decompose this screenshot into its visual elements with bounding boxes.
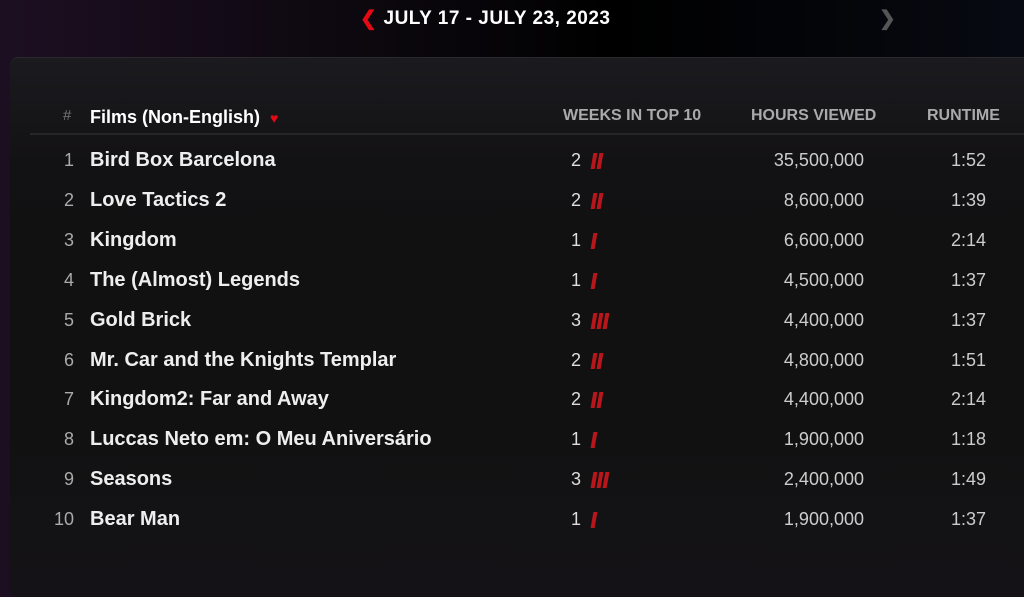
hours-viewed: 2,400,000 <box>783 469 864 490</box>
runtime: 2:14 <box>950 229 986 250</box>
weeks-count: 1 <box>571 509 582 530</box>
week-bar <box>590 432 598 449</box>
weeks-bars <box>590 472 610 489</box>
table-row[interactable]: 3 Kingdom 1 6,600,000 2:14 <box>0 221 1024 261</box>
weeks-count: 1 <box>571 429 582 450</box>
weeks-bars <box>590 312 610 329</box>
date-range: JULY 17 - JULY 23, 2023 <box>383 8 611 29</box>
film-title[interactable]: Love Tactics 2 <box>90 188 227 211</box>
runtime: 1:51 <box>950 349 986 370</box>
table-row[interactable]: 4 The (Almost) Legends 1 4,500,000 1:37 <box>0 261 1024 301</box>
weeks-count: 2 <box>571 349 582 370</box>
category-dropdown[interactable]: Films (Non-English) ♥ <box>90 107 278 128</box>
weeks-bars <box>590 432 598 449</box>
weeks-bars <box>590 392 604 409</box>
chevron-down-icon: ♥ <box>270 110 279 126</box>
hours-header: HOURS VIEWED <box>751 107 877 124</box>
hours-viewed: 8,600,000 <box>783 189 864 210</box>
rank: 3 <box>63 229 74 250</box>
rank: 7 <box>63 389 74 410</box>
runtime-header: RUNTIME <box>927 107 1000 124</box>
rank: 8 <box>63 429 74 450</box>
table-row[interactable]: 8 Luccas Neto em: O Meu Aniversário 1 1,… <box>0 420 1024 460</box>
week-bar <box>596 192 604 209</box>
week-bar <box>590 272 598 289</box>
hours-viewed: 1,900,000 <box>783 429 864 450</box>
hours-viewed: 1,900,000 <box>783 509 864 530</box>
weeks-count: 3 <box>571 469 582 490</box>
week-bar <box>596 392 604 409</box>
rank: 1 <box>63 150 74 170</box>
film-title[interactable]: Kingdom2: Far and Away <box>90 388 329 411</box>
category-label: Films (Non-English) <box>90 107 260 127</box>
rank: 2 <box>63 189 74 210</box>
weeks-bars <box>590 272 598 289</box>
film-title[interactable]: Gold Brick <box>90 308 192 331</box>
weeks-bars <box>590 512 598 529</box>
weeks-bars <box>590 232 598 249</box>
weeks-count: 2 <box>571 189 582 210</box>
rank: 5 <box>63 309 74 330</box>
film-title[interactable]: Bear Man <box>90 508 181 531</box>
weeks-bars <box>590 153 604 169</box>
top10-panel <box>10 57 1024 597</box>
runtime: 1:39 <box>950 189 986 210</box>
runtime: 1:18 <box>950 429 986 450</box>
weeks-bars <box>590 352 604 369</box>
rank: 4 <box>63 269 74 290</box>
hours-viewed: 4,400,000 <box>783 309 864 330</box>
weeks-bars <box>590 192 604 209</box>
film-title[interactable]: Bird Box Barcelona <box>90 149 276 171</box>
table-row[interactable]: 9 Seasons 3 2,400,000 1:49 <box>0 460 1024 500</box>
film-title[interactable]: The (Almost) Legends <box>90 268 301 291</box>
rank: 9 <box>63 469 74 490</box>
table-row[interactable]: 10 Bear Man 1 1,900,000 1:37 <box>0 500 1024 540</box>
film-title[interactable]: Kingdom <box>90 228 177 251</box>
rank: 10 <box>53 509 74 530</box>
hours-viewed: 4,500,000 <box>783 269 864 290</box>
table-row[interactable]: 2 Love Tactics 2 2 8,600,000 1:39 <box>0 181 1024 221</box>
weeks-count: 2 <box>571 389 582 410</box>
film-title[interactable]: Seasons <box>90 468 173 491</box>
film-title[interactable]: Luccas Neto em: O Meu Aniversário <box>90 428 432 451</box>
runtime: 1:37 <box>950 309 986 330</box>
table-row[interactable]: 5 Gold Brick 3 4,400,000 1:37 <box>0 301 1024 341</box>
chevron-left-icon[interactable]: ❮ <box>360 8 377 30</box>
chevron-right-icon[interactable]: ❯ <box>879 8 896 30</box>
week-navigator: ❮ JULY 17 - JULY 23, 2023 ❯ <box>0 0 1024 40</box>
film-title[interactable]: Mr. Car and the Knights Templar <box>90 348 397 371</box>
rank: 6 <box>63 349 74 370</box>
weeks-count: 2 <box>571 150 582 170</box>
rank-header: # <box>63 107 72 124</box>
week-bar <box>602 312 610 329</box>
hours-viewed: 4,400,000 <box>783 389 864 410</box>
hours-viewed: 35,500,000 <box>773 150 864 170</box>
runtime: 1:49 <box>950 469 986 490</box>
week-bar <box>590 512 598 529</box>
runtime: 1:52 <box>950 150 986 170</box>
hours-viewed: 4,800,000 <box>783 349 864 370</box>
table-row[interactable]: 1 Bird Box Barcelona 2 35,500,000 1:52 <box>0 141 1024 181</box>
week-bar <box>590 232 598 249</box>
table-header: # Films (Non-English) ♥ WEEKS IN TOP 10 H… <box>30 105 1024 135</box>
week-bar <box>596 352 604 369</box>
week-bar <box>602 472 610 489</box>
weeks-count: 1 <box>571 269 582 290</box>
hours-viewed: 6,600,000 <box>783 229 864 250</box>
table-row[interactable]: 6 Mr. Car and the Knights Templar 2 4,80… <box>0 341 1024 381</box>
weeks-count: 3 <box>571 309 582 330</box>
runtime: 2:14 <box>950 389 986 410</box>
runtime: 1:37 <box>950 509 986 530</box>
table-row[interactable]: 7 Kingdom2: Far and Away 2 4,400,000 2:1… <box>0 380 1024 420</box>
weeks-header: WEEKS IN TOP 10 <box>563 107 702 124</box>
weeks-count: 1 <box>571 229 582 250</box>
runtime: 1:37 <box>950 269 986 290</box>
week-bar <box>596 153 604 169</box>
